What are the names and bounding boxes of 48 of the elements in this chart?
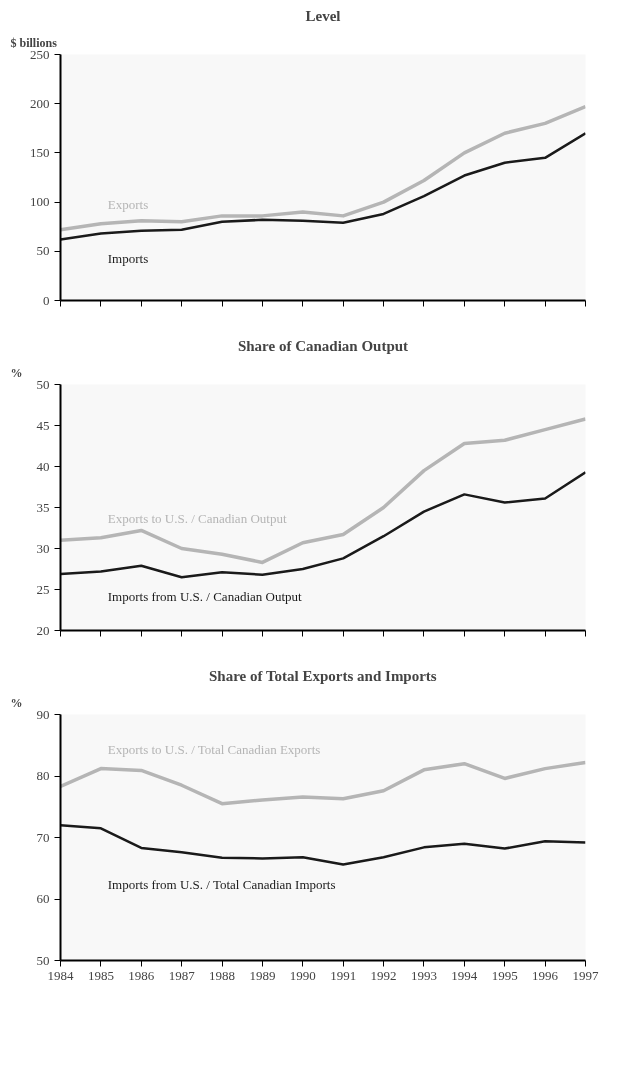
x-tick-label: 1994 [451,967,478,983]
x-tick-label: 1996 [532,967,559,983]
y-tick-label: 0 [43,292,50,308]
line-series [60,131,586,241]
x-tick-label: 1987 [168,967,196,983]
series-label: Imports from U.S. / Canadian Output [107,589,303,605]
y-tick-label: 80 [36,768,50,783]
y-tick-label: 40 [36,458,50,474]
x-tick-label: 1986 [128,967,155,983]
x-tick-label: 1985 [87,967,114,983]
x-tick-label: 1992 [370,967,397,983]
y-axis-title: % [10,365,23,380]
y-tick-label: 90 [36,706,50,722]
series-label: Imports [107,251,149,267]
line-series [60,104,586,232]
y-tick-label: 100 [30,194,50,210]
y-tick-label: 150 [30,144,50,160]
x-tick-label: 1988 [209,967,236,983]
series-label: Exports [107,196,149,212]
chart-title: Share of Total Exports and Imports [209,667,437,684]
series-label: Exports to U.S. / Total Canadian Exports [107,741,321,757]
x-tick-label: 1997 [572,967,599,983]
x-tick-label: 1989 [249,967,276,983]
x-tick-label: 1990 [289,967,316,983]
y-tick-label: 25 [36,581,50,597]
chart-title: Level [305,7,341,24]
x-tick-label: 1995 [491,967,518,983]
y-axis-title: % [10,695,23,710]
y-tick-label: 200 [30,95,50,111]
y-tick-label: 60 [36,891,50,906]
x-tick-label: 1984 [47,967,74,983]
y-tick-label: 30 [36,540,50,556]
series-label: Imports from U.S. / Total Canadian Imports [107,876,336,892]
line-series [60,823,586,866]
x-tick-label: 1991 [330,967,357,983]
y-tick-label: 50 [36,952,50,968]
line-series [60,470,586,579]
line-series [60,760,586,806]
y-tick-label: 20 [36,622,50,638]
series-label: Exports to U.S. / Canadian Output [107,510,287,526]
y-tick-label: 35 [36,499,50,515]
line-series [60,417,586,565]
y-tick-label: 45 [36,417,50,433]
y-tick-label: 70 [36,829,50,845]
y-tick-label: 50 [36,243,50,259]
y-tick-label: 50 [36,376,50,392]
chart-title: Share of Canadian Output [237,337,409,354]
x-tick-label: 1993 [410,967,437,983]
